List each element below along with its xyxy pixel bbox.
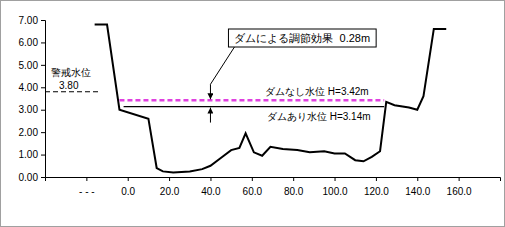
x-tick-mark bbox=[335, 177, 336, 181]
x-axis-line bbox=[46, 178, 501, 182]
x-tick: 0.0 bbox=[121, 177, 135, 197]
y-tick: 4.00 bbox=[19, 82, 45, 93]
ground-profile bbox=[95, 24, 447, 172]
effect-box bbox=[228, 29, 376, 47]
y-axis: 0.00 1.00 2.00 3.00 4.00 5.00 6.00 7.00 bbox=[19, 15, 46, 183]
chart-border bbox=[1, 1, 505, 227]
y-tick-mark bbox=[41, 132, 45, 133]
x-tick-label: 120.0 bbox=[364, 186, 389, 197]
y-tick-label: 0.00 bbox=[19, 172, 39, 183]
x-tick: 120.0 bbox=[364, 177, 389, 197]
y-tick: 1.00 bbox=[19, 149, 45, 160]
x-tick: 160.0 bbox=[447, 177, 472, 197]
x-tick-mark bbox=[169, 177, 170, 181]
y-tick: 6.00 bbox=[19, 37, 45, 48]
x-tick-mark bbox=[252, 177, 253, 181]
y-tick-mark bbox=[41, 177, 45, 178]
y-tick-label: 7.00 bbox=[19, 15, 39, 26]
y-tick: 7.00 bbox=[19, 15, 45, 26]
y-tick-label: 1.00 bbox=[19, 149, 39, 160]
x-tick-label: 40.0 bbox=[201, 186, 221, 197]
y-tick-label: 3.00 bbox=[19, 104, 39, 115]
y-tick-mark bbox=[41, 20, 45, 21]
x-tick-label: 140.0 bbox=[405, 186, 430, 197]
x-tick: 140.0 bbox=[405, 177, 430, 197]
water-level-line bbox=[124, 106, 385, 107]
y-tick-mark bbox=[41, 42, 45, 43]
water-level-label-bg bbox=[265, 110, 373, 123]
y-tick-label: 5.00 bbox=[19, 60, 39, 71]
x-tick-label: 0.0 bbox=[121, 186, 135, 197]
effect-arrow-up bbox=[210, 108, 211, 123]
y-tick-label: 6.00 bbox=[19, 37, 39, 48]
y-tick-mark bbox=[41, 110, 45, 111]
x-tick-label: 160.0 bbox=[447, 186, 472, 197]
warning-level-line bbox=[45, 91, 101, 92]
annotations: 警戒水位 3.80 ダムなし水位 H=3.42m ダムあり水位 H=3.14m ダムによ… bbox=[51, 29, 376, 123]
effect-arrow-down bbox=[210, 84, 211, 99]
x-tick-mark bbox=[417, 177, 418, 181]
water-level-label-bg bbox=[263, 85, 371, 98]
x-tick: 60.0 bbox=[243, 177, 263, 197]
water-level-label: ダムなし水位 H=3.42m bbox=[265, 86, 369, 97]
x-tick: 100.0 bbox=[323, 177, 348, 197]
y-tick-label: 2.00 bbox=[19, 127, 39, 138]
warning-level-value: 3.80 bbox=[59, 80, 79, 91]
y-tick: 3.00 bbox=[19, 104, 45, 115]
x-tick: 20.0 bbox=[160, 177, 180, 197]
y-tick-label: 4.00 bbox=[19, 82, 39, 93]
effect-leader bbox=[210, 47, 234, 84]
y-tick: 0.00 bbox=[19, 172, 45, 183]
x-tick-mark bbox=[293, 177, 294, 181]
x-tick: - - - bbox=[79, 177, 95, 197]
x-tick-mark bbox=[86, 177, 87, 181]
y-tick: 5.00 bbox=[19, 60, 45, 71]
x-tick-label: 60.0 bbox=[243, 186, 263, 197]
x-tick: 80.0 bbox=[284, 177, 304, 197]
x-tick: 40.0 bbox=[201, 177, 221, 197]
x-tick-mark bbox=[376, 177, 377, 181]
y-tick: 2.00 bbox=[19, 127, 45, 138]
x-tick-mark bbox=[210, 177, 211, 181]
x-tick-label: 80.0 bbox=[284, 186, 304, 197]
x-tick-label: - - - bbox=[79, 186, 95, 197]
y-axis-line bbox=[41, 21, 46, 178]
y-tick-mark bbox=[41, 155, 45, 156]
x-tick-mark bbox=[128, 177, 129, 181]
y-tick-mark bbox=[41, 87, 45, 88]
x-axis: - - - 0.0 20.0 40.0 60.0 80.0 100.0 120.0 140.0 1… bbox=[46, 177, 501, 197]
water-level-line bbox=[119, 99, 384, 102]
effect-label: ダムによる調節効果 0.28m bbox=[234, 32, 370, 44]
chart: 0.00 1.00 2.00 3.00 4.00 5.00 6.00 7.00 - - - 0.0… bbox=[0, 0, 505, 227]
x-tick-label: 20.0 bbox=[160, 186, 180, 197]
warning-level-label: 警戒水位 bbox=[51, 67, 91, 78]
x-tick-mark bbox=[459, 177, 460, 181]
plot-area bbox=[45, 24, 446, 172]
y-tick-mark bbox=[41, 65, 45, 66]
water-level-label: ダムあり水位 H=3.14m bbox=[267, 111, 371, 122]
x-tick-label: 100.0 bbox=[323, 186, 348, 197]
